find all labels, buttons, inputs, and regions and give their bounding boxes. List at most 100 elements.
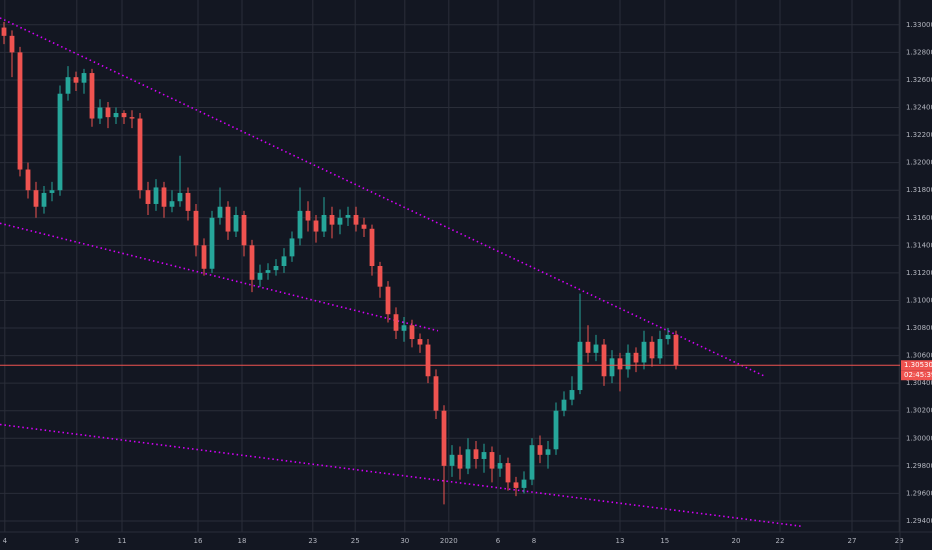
- x-tick-label: 30: [400, 537, 409, 545]
- candle-body: [553, 410, 559, 450]
- candle-body: [401, 325, 407, 331]
- candle-body: [481, 452, 487, 459]
- candle-body: [457, 454, 463, 469]
- x-tick-label: 9: [75, 537, 79, 545]
- trendline: [0, 17, 766, 377]
- candle-body: [369, 228, 375, 266]
- y-tick-label: 1.32600: [906, 76, 932, 84]
- y-tick-label: 1.31200: [906, 269, 932, 277]
- x-tick-label: 2020: [440, 537, 458, 545]
- candle-body: [449, 454, 455, 466]
- candle-body: [521, 479, 527, 488]
- candle-body: [353, 215, 359, 225]
- candle-body: [337, 217, 343, 225]
- candle-body: [265, 270, 271, 273]
- y-tick-label: 1.32200: [906, 131, 932, 139]
- candle-body: [217, 206, 223, 218]
- candle-body: [305, 210, 311, 221]
- candle-body: [193, 210, 199, 246]
- candle-body: [161, 187, 167, 207]
- candle-body: [313, 220, 319, 232]
- candle-body: [289, 238, 295, 257]
- candle-body: [529, 445, 535, 480]
- candle-body: [25, 169, 31, 191]
- candle-body: [321, 215, 327, 232]
- y-tick-label: 1.29400: [906, 517, 932, 525]
- candle-body: [89, 73, 95, 119]
- candle-body: [657, 339, 663, 359]
- candle-body: [257, 272, 263, 280]
- candle-body: [641, 341, 647, 363]
- candle-body: [473, 449, 479, 459]
- y-tick-label: 1.30800: [906, 324, 932, 332]
- candle-body: [593, 344, 599, 353]
- candle-body: [665, 334, 671, 340]
- candle-body: [241, 215, 247, 246]
- candle-body: [113, 113, 119, 118]
- candle-body: [585, 341, 591, 353]
- candle-body: [561, 399, 567, 411]
- y-tick-label: 1.32400: [906, 104, 932, 112]
- candle-body: [73, 77, 79, 83]
- y-tick-label: 1.30000: [906, 434, 932, 442]
- x-tick-label: 23: [308, 537, 317, 545]
- candle-body: [617, 358, 623, 370]
- y-tick-label: 1.31000: [906, 296, 932, 304]
- x-tick-label: 16: [194, 537, 203, 545]
- candle-body: [65, 77, 71, 94]
- y-tick-label: 1.32800: [906, 48, 932, 56]
- candle-body: [153, 187, 159, 204]
- y-tick-label: 1.31400: [906, 241, 932, 249]
- y-tick-label: 1.32000: [906, 159, 932, 167]
- x-tick-label: 11: [118, 537, 127, 545]
- candle-body: [433, 376, 439, 411]
- candle-body: [185, 192, 191, 211]
- candle-body: [97, 107, 103, 119]
- x-tick-label: 20: [732, 537, 741, 545]
- candle-body: [609, 358, 615, 377]
- candle-body: [417, 339, 423, 345]
- candle-body: [17, 52, 23, 170]
- candle-body: [57, 93, 63, 191]
- x-tick-label: 25: [351, 537, 360, 545]
- x-tick-label: 18: [238, 537, 247, 545]
- candle-body: [409, 325, 415, 340]
- candle-body: [225, 206, 231, 232]
- candle-body: [569, 390, 575, 400]
- y-tick-label: 1.30600: [906, 352, 932, 360]
- candle-body: [209, 217, 215, 269]
- candle-body: [425, 344, 431, 377]
- candle-body: [625, 352, 631, 370]
- last-price-label: 1.30530: [904, 361, 932, 369]
- candle-body: [49, 190, 55, 193]
- candle-body: [577, 341, 583, 391]
- y-tick-label: 1.29600: [906, 489, 932, 497]
- y-tick-label: 1.31800: [906, 186, 932, 194]
- y-tick-label: 1.30400: [906, 379, 932, 387]
- candle-body: [441, 410, 447, 466]
- candle-body: [145, 190, 151, 204]
- trendline: [0, 222, 439, 332]
- candles: [1, 22, 679, 505]
- candle-body: [201, 245, 207, 269]
- last-price-box: [901, 360, 932, 371]
- candle-body: [121, 113, 127, 118]
- y-tick-label: 1.33000: [906, 21, 932, 29]
- candle-body: [1, 27, 7, 36]
- x-tick-label: 6: [496, 537, 501, 545]
- x-tick-label: 13: [616, 537, 625, 545]
- x-tick-label: 8: [532, 537, 536, 545]
- candle-body: [297, 210, 303, 239]
- candle-body: [169, 201, 175, 207]
- candle-body: [393, 314, 399, 331]
- candle-body: [545, 449, 551, 455]
- candle-body: [505, 463, 511, 483]
- x-tick-label: 22: [776, 537, 785, 545]
- countdown-label: 02:45:39: [904, 371, 932, 379]
- candle-body: [361, 224, 367, 229]
- candle-body: [249, 245, 255, 280]
- candle-body: [177, 192, 183, 202]
- x-tick-label: 15: [660, 537, 669, 545]
